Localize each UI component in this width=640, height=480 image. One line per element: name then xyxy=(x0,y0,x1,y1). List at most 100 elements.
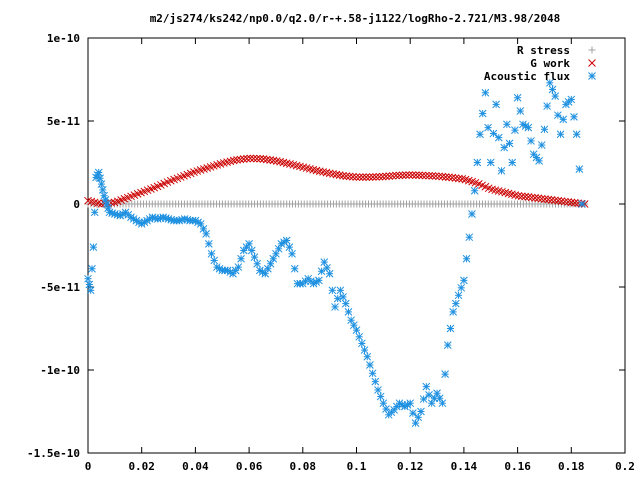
x-tick-label: 0.16 xyxy=(504,460,531,473)
data-point xyxy=(494,133,503,142)
legend-label: G work xyxy=(530,57,570,70)
x-tick-label: 0.2 xyxy=(615,460,635,473)
data-point xyxy=(362,173,371,181)
data-point xyxy=(460,276,468,285)
data-point xyxy=(524,193,533,201)
data-point xyxy=(339,171,347,180)
data-point xyxy=(398,171,407,180)
legend-marker xyxy=(588,46,596,54)
data-point xyxy=(537,194,546,203)
x-tick-label: 0.02 xyxy=(128,460,155,473)
data-point xyxy=(335,171,344,180)
data-point xyxy=(511,126,519,134)
data-point xyxy=(368,369,377,378)
data-point xyxy=(554,196,563,205)
data-point xyxy=(96,174,104,183)
data-point xyxy=(438,399,447,408)
data-point xyxy=(382,172,390,181)
data-point xyxy=(446,324,455,333)
legend-label: Acoustic flux xyxy=(484,70,570,83)
data-point xyxy=(372,173,380,181)
data-point xyxy=(567,198,576,207)
data-point xyxy=(331,303,339,311)
data-point xyxy=(253,259,262,268)
data-point xyxy=(325,269,334,278)
data-point xyxy=(329,170,337,178)
data-point xyxy=(505,139,514,148)
data-point xyxy=(478,109,487,118)
x-tick-label: 0.14 xyxy=(451,460,478,473)
data-point xyxy=(408,171,417,179)
data-point xyxy=(543,102,551,110)
data-point xyxy=(388,171,397,180)
data-point xyxy=(339,293,347,301)
data-point xyxy=(97,180,106,188)
x-tick-label: 0.04 xyxy=(182,460,209,473)
data-point xyxy=(551,196,559,205)
data-point xyxy=(476,130,484,139)
data-point xyxy=(428,172,437,180)
data-point xyxy=(516,107,525,115)
data-point xyxy=(336,286,345,295)
data-point xyxy=(234,263,243,271)
data-point xyxy=(531,194,539,202)
data-point xyxy=(443,341,452,349)
data-point xyxy=(89,243,98,252)
data-point xyxy=(513,93,522,102)
y-tick-label: 1e-10 xyxy=(47,32,80,45)
data-point xyxy=(551,92,560,100)
data-point xyxy=(559,115,568,124)
data-point xyxy=(486,158,495,167)
data-point xyxy=(527,193,536,202)
data-point xyxy=(349,172,357,181)
data-point xyxy=(371,377,380,386)
data-point xyxy=(465,233,474,242)
data-point xyxy=(233,155,241,164)
data-point xyxy=(448,173,457,182)
data-point xyxy=(247,246,256,255)
data-point xyxy=(246,154,255,163)
data-point xyxy=(402,171,410,179)
data-point xyxy=(328,286,337,295)
data-point xyxy=(207,249,216,258)
y-tick-label: 5e-11 xyxy=(47,115,80,128)
data-point xyxy=(236,155,245,164)
data-point xyxy=(392,171,400,180)
data-point xyxy=(431,172,440,180)
data-point xyxy=(411,171,420,180)
data-point xyxy=(355,173,364,181)
x-tick-label: 0 xyxy=(85,460,92,473)
data-point xyxy=(375,172,384,181)
data-point xyxy=(358,339,366,348)
data-point xyxy=(441,173,450,181)
data-point xyxy=(481,88,490,97)
data-point xyxy=(359,173,367,181)
x-tick-label: 0.12 xyxy=(397,460,424,473)
data-point xyxy=(323,264,331,272)
data-point xyxy=(468,210,476,218)
data-point xyxy=(570,112,578,121)
data-point xyxy=(578,200,586,208)
data-point xyxy=(237,254,245,263)
data-point xyxy=(445,173,453,182)
data-point xyxy=(107,198,116,207)
data-point xyxy=(524,123,533,132)
data-point xyxy=(395,171,404,180)
data-point xyxy=(368,173,377,181)
y-tick-label: 0 xyxy=(73,198,80,211)
data-point xyxy=(537,141,546,149)
data-point xyxy=(256,154,265,163)
data-point xyxy=(333,294,342,303)
data-point xyxy=(554,111,562,120)
data-point xyxy=(345,172,354,181)
data-point xyxy=(84,274,92,283)
data-point xyxy=(266,156,274,164)
data-point xyxy=(104,204,112,213)
data-point xyxy=(253,154,261,163)
x-tick-label: 0.1 xyxy=(347,460,367,473)
data-point xyxy=(497,166,506,175)
series-layer xyxy=(84,78,589,427)
data-point xyxy=(548,85,557,94)
chart-title: m2/js274/ks242/np0.0/q2.0/r-+.58-j1122/l… xyxy=(150,12,561,25)
data-point xyxy=(517,192,526,201)
